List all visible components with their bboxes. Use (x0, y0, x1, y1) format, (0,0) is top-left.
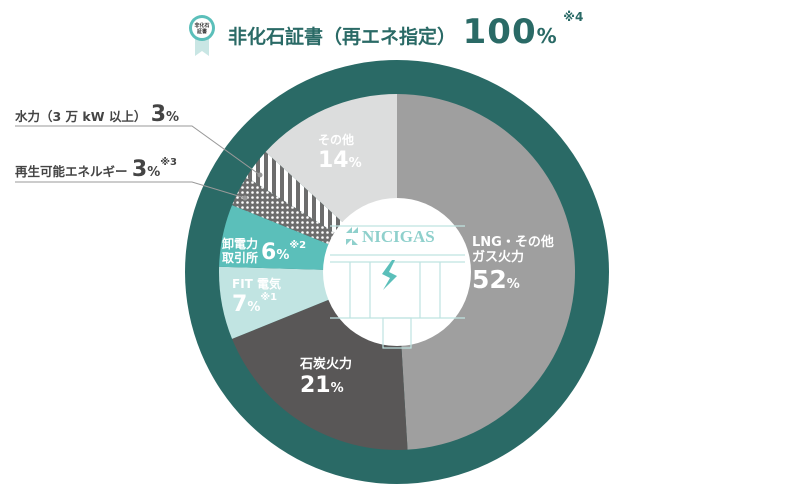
unit-lng: % (506, 276, 520, 292)
chart-title: 非化石証書（再エネ指定） 100% ※4 (228, 10, 584, 52)
nicigas-logo-mark-icon (346, 227, 358, 245)
label-coal: 石炭火力 21% (300, 357, 353, 398)
unit-other: % (348, 155, 362, 171)
title-unit: % (536, 24, 557, 48)
pie-slice-0 (397, 94, 575, 450)
value-lng: 52 (472, 264, 507, 294)
label-jepx-line2: 取引所 (222, 250, 259, 265)
label-fit-line1: FIT 電気 (232, 277, 282, 291)
center-hole (323, 198, 471, 346)
value-fit: 7 (232, 291, 248, 317)
note-renewable: ※3 (160, 157, 177, 168)
title-note: ※4 (563, 10, 584, 24)
leader-lines (15, 125, 261, 199)
value-other: 14 (318, 147, 349, 173)
leader-dot-hydro (257, 172, 263, 178)
label-fit: FIT 電気 7%※1 (232, 277, 282, 317)
label-jepx-line1: 卸電力 (222, 237, 259, 251)
unit-hydro: % (166, 110, 180, 125)
label-hydro-text: 水力（3 万 kW 以上） (15, 109, 147, 124)
label-renewable-text: 再生可能エネルギー (15, 164, 128, 179)
label-other: その他 14% (318, 133, 362, 173)
value-renewable: 3 (131, 157, 148, 182)
label-other-line1: その他 (318, 133, 355, 147)
certificate-badge-icon: 非化石 証書 (189, 15, 215, 56)
building-illustration (330, 225, 465, 349)
leader-dot-renewable (242, 195, 248, 201)
svg-text:非化石: 非化石 (194, 22, 209, 29)
svg-text:証書: 証書 (197, 28, 207, 35)
unit-fit: % (247, 299, 261, 315)
label-lng: LNG・その他 ガス火力 52% (472, 235, 554, 295)
value-coal: 21 (300, 372, 331, 398)
label-lng-line2: ガス火力 (472, 249, 525, 265)
logo-text: NICIGAS (362, 227, 435, 246)
value-hydro: 3 (150, 102, 167, 127)
unit-coal: % (330, 380, 344, 396)
label-coal-line1: 石炭火力 (300, 357, 353, 372)
unit-jepx: % (276, 248, 290, 264)
label-lng-line1: LNG・その他 (472, 235, 554, 250)
title-text: 非化石証書（再エネ指定） (228, 26, 457, 48)
lightning-icon (382, 260, 397, 290)
note-jepx: ※2 (289, 240, 307, 252)
title-value: 100 (462, 12, 537, 52)
unit-renewable: % (147, 165, 161, 180)
label-hydro: 水力（3 万 kW 以上） 3% (15, 102, 179, 127)
value-jepx: 6 (261, 240, 277, 266)
note-fit: ※1 (260, 291, 278, 303)
label-jepx: 卸電力 取引所 6%※2 (222, 237, 307, 266)
label-renewable: 再生可能エネルギー 3%※3 (15, 157, 177, 182)
